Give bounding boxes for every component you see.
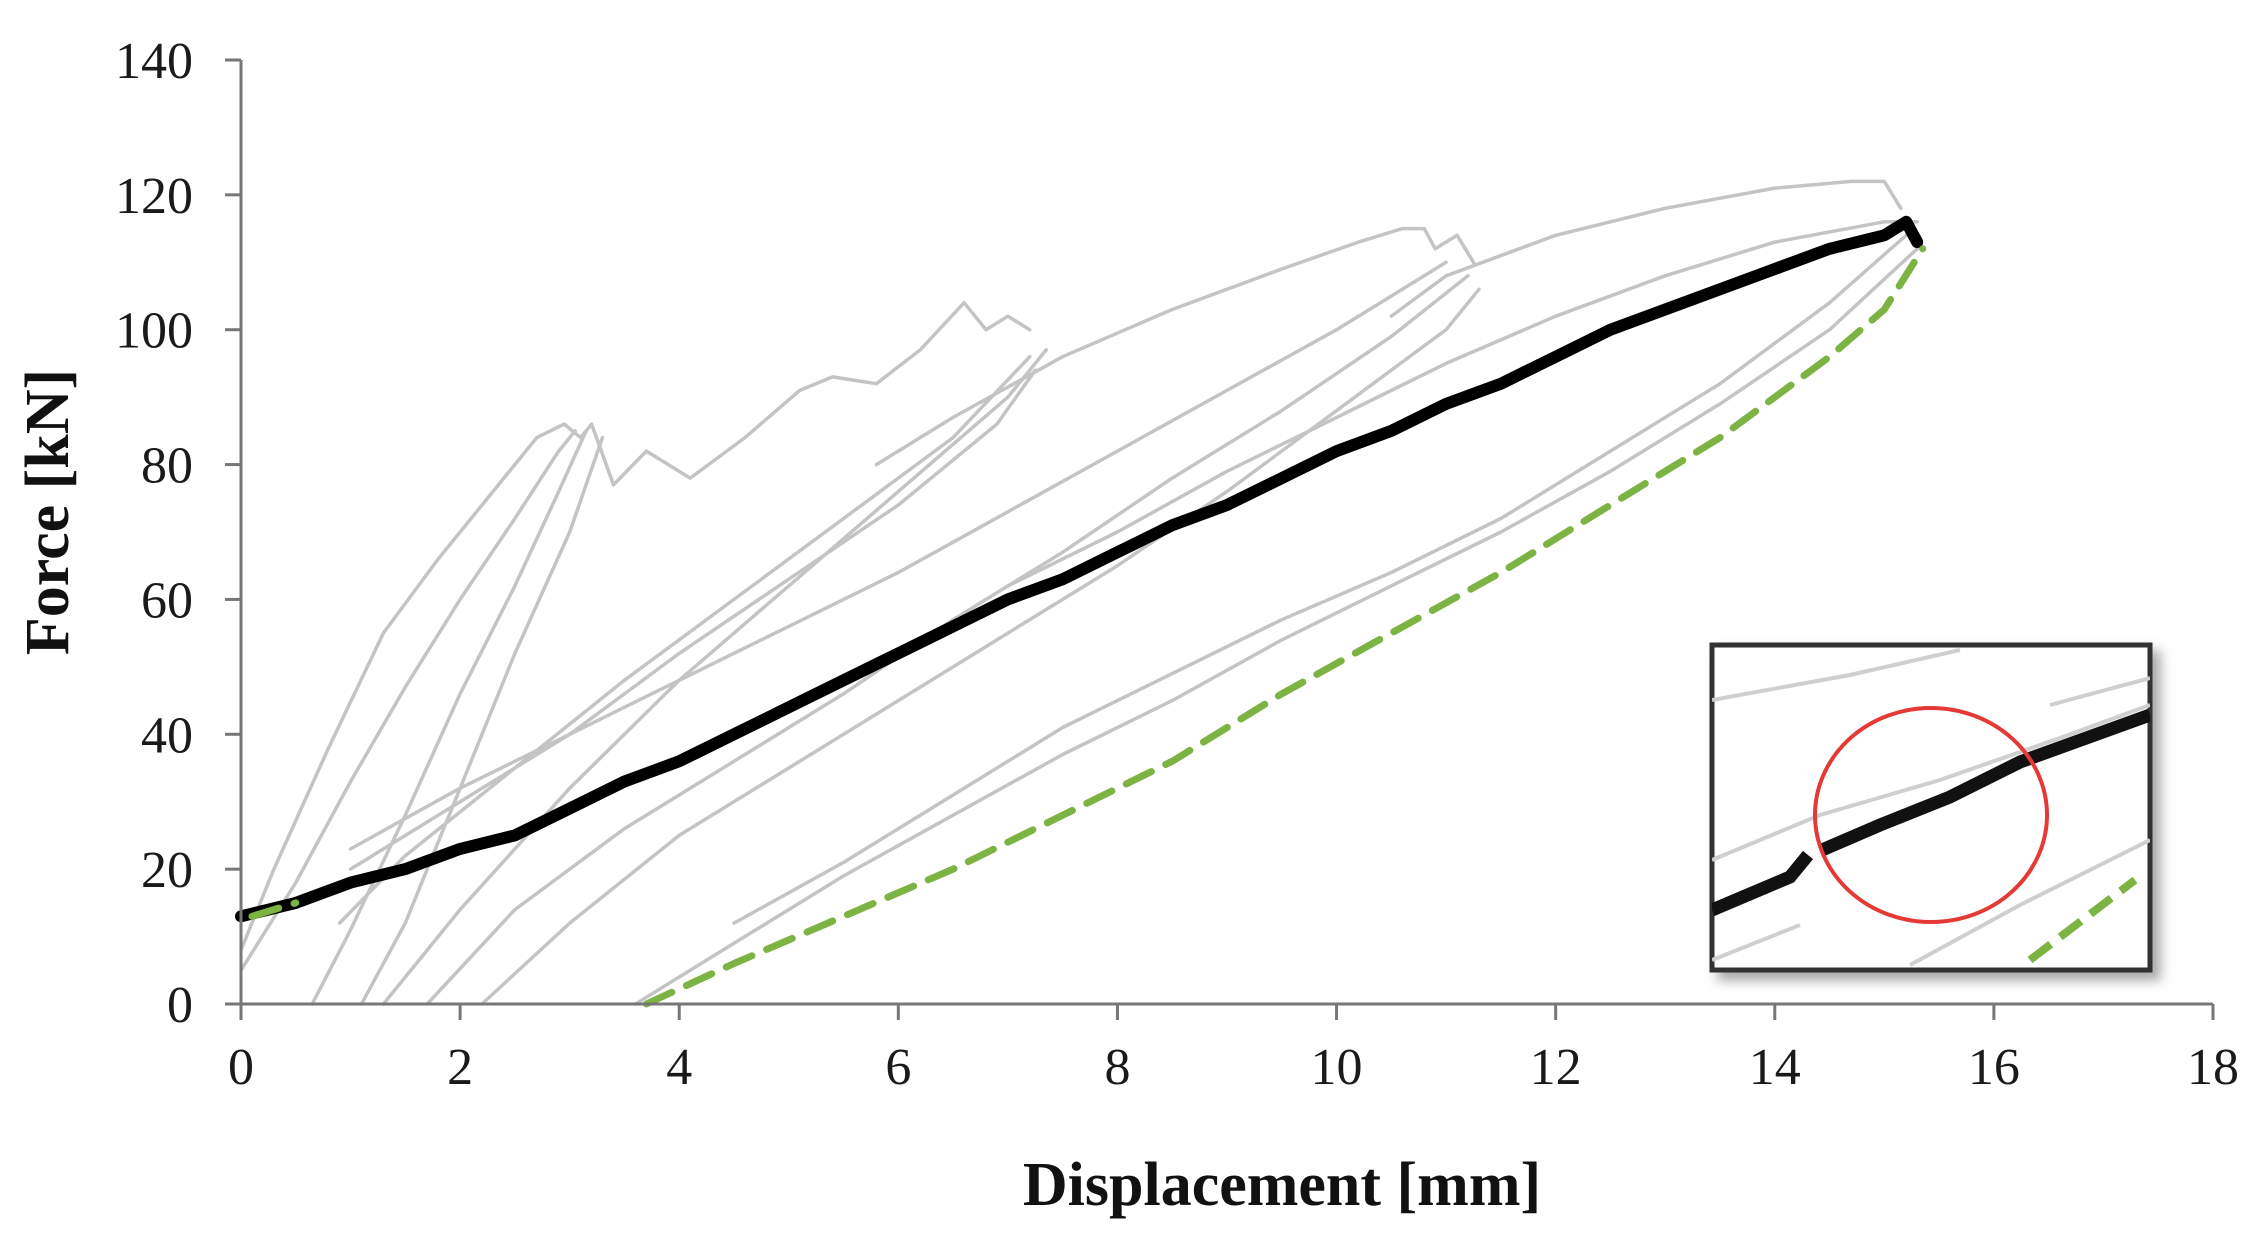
x-tick-label: 12 (1530, 1039, 1582, 1096)
y-tick-label: 80 (141, 438, 193, 495)
y-tick-label: 100 (115, 303, 193, 360)
x-tick-label: 18 (2187, 1039, 2239, 1096)
x-tick-label: 2 (447, 1039, 473, 1096)
x-axis-ticks: 0 2 4 6 8 10 12 14 16 18 (228, 1004, 2239, 1096)
zoom-inset (1709, 642, 2153, 973)
test-curve (348, 368, 1038, 871)
inset-gray-line (2049, 676, 2150, 707)
test-curve (425, 274, 1470, 1006)
test-curve (310, 429, 588, 1006)
x-tick-label: 10 (1311, 1039, 1363, 1096)
test-curve (1389, 179, 1903, 318)
axes (239, 60, 2213, 1006)
x-tick-label: 6 (885, 1039, 911, 1096)
y-tick-label: 40 (141, 707, 193, 764)
y-tick-label: 20 (141, 842, 193, 899)
y-tick-label: 0 (167, 977, 193, 1034)
x-tick-label: 4 (666, 1039, 692, 1096)
test-curve (381, 348, 1048, 1006)
test-curve (874, 226, 1476, 467)
unloading-fit-curve (642, 245, 1927, 1008)
test-curve (239, 429, 577, 973)
y-tick-label: 140 (115, 33, 193, 90)
y-axis-ticks: 0 20 40 60 80 100 120 140 (115, 33, 241, 1034)
test-curve (359, 435, 605, 1006)
unloading-fit-curve (248, 899, 300, 920)
x-tick-label: 16 (1968, 1039, 2020, 1096)
test-curve (480, 287, 1481, 1006)
envelope-curve (235, 215, 1924, 923)
inset-black-line (1712, 708, 2150, 916)
y-axis-title: Force [kN] (14, 369, 82, 655)
x-axis-title: Displacement [mm] (1023, 1151, 1541, 1219)
data-curves (235, 179, 1927, 1008)
inset-green-line (2027, 876, 2138, 964)
highlight-circle (1813, 706, 2049, 924)
inset-gray-line (1712, 703, 2150, 862)
test-curve (348, 260, 1448, 851)
x-tick-label: 8 (1104, 1039, 1130, 1096)
x-tick-label: 0 (228, 1039, 254, 1096)
inset-gray-line (1712, 923, 1801, 962)
y-tick-label: 60 (141, 572, 193, 629)
inset-gray-line (1909, 838, 2150, 967)
x-tick-label: 14 (1749, 1039, 1801, 1096)
inset-gray-line (1712, 648, 1961, 702)
test-curve (337, 354, 1032, 925)
test-curve (239, 300, 1032, 952)
y-tick-label: 120 (115, 168, 193, 225)
test-curve (1006, 220, 1919, 588)
test-curve (633, 247, 1919, 1006)
test-curve (732, 233, 1908, 925)
